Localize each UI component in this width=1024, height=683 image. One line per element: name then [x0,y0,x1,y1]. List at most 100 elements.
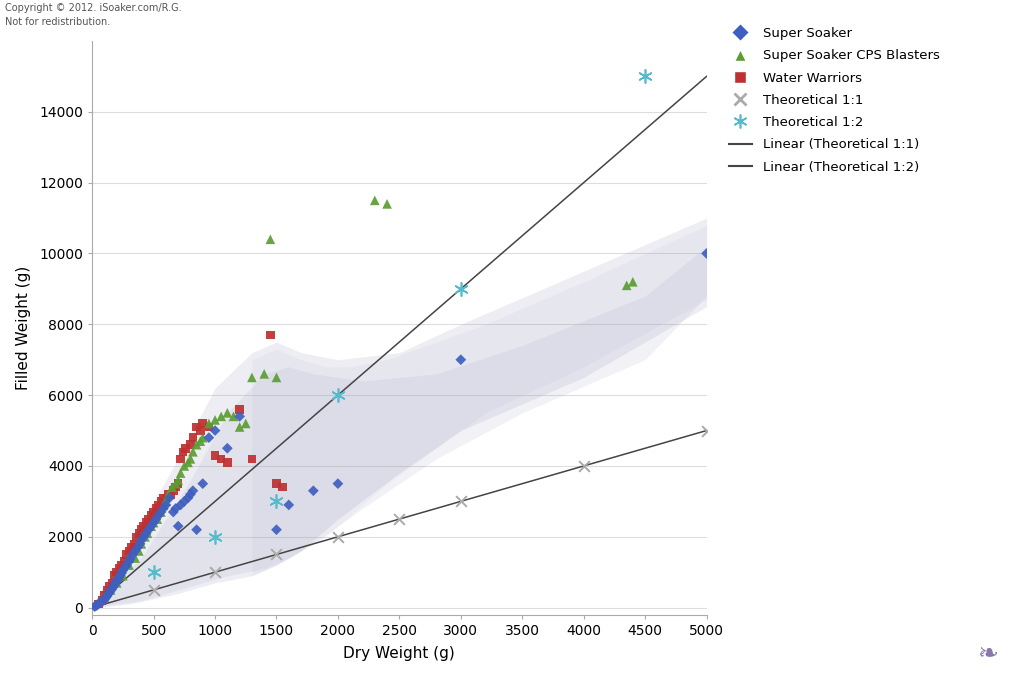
Point [96,591,113,602]
Point [176,460,193,471]
Point [213,454,229,464]
Point [114,568,130,579]
Point [135,531,152,542]
Point [101,587,118,598]
Legend: Super Soaker, Super Soaker CPS Blasters, Water Warriors, Theoretical 1:1, Theore: Super Soaker, Super Soaker CPS Blasters,… [728,27,940,173]
Point [129,542,145,553]
Point [188,439,205,450]
Point [135,520,152,531]
Point [108,577,124,588]
Point [103,577,120,588]
Point [698,248,715,259]
Point [97,592,114,603]
Point [160,489,176,500]
Point [103,584,120,595]
Point [176,496,193,507]
Point [164,482,180,492]
Point [89,600,105,611]
X-axis label: Dry Weight (g): Dry Weight (g) [343,646,456,661]
Point [575,460,592,471]
Point [170,520,186,531]
Point [170,478,186,489]
Point [102,585,119,596]
Point [86,601,102,612]
Point [207,415,223,426]
Point [153,507,169,518]
Point [95,595,112,606]
Point [138,517,155,528]
Point [182,454,199,464]
Text: ❧: ❧ [977,642,998,666]
Point [150,514,166,525]
Point [158,496,174,507]
Point [168,482,184,492]
Point [106,580,123,591]
Point [618,280,635,291]
Point [207,567,223,578]
Point [180,457,197,468]
Point [180,492,197,503]
Point [115,570,131,581]
Text: Copyright © 2012. iSoaker.com/R.G.
Not for redistribution.: Copyright © 2012. iSoaker.com/R.G. Not f… [5,3,181,27]
Point [184,486,201,497]
Point [94,596,111,607]
Point [188,421,205,432]
Point [147,503,164,514]
Point [122,553,138,564]
Point [133,538,150,549]
Point [158,499,174,510]
Point [168,478,184,489]
Point [219,443,236,454]
Point [104,582,121,593]
Point [156,499,172,510]
Point [114,559,130,570]
Point [153,507,169,518]
Point [92,597,109,608]
Point [145,567,162,578]
Point [201,418,217,429]
Point [193,436,209,447]
Point [117,561,133,572]
Point [330,478,346,489]
Point [330,390,346,401]
Point [125,549,141,560]
Y-axis label: Filled Weight (g): Filled Weight (g) [16,266,31,390]
Point [121,559,137,570]
Point [113,570,129,581]
Point [177,443,194,454]
Point [156,503,172,514]
Point [140,525,157,535]
Point [213,411,229,422]
Point [139,528,156,539]
Point [151,499,167,510]
Point [268,496,285,507]
Point [133,525,150,535]
Point [121,556,137,567]
Point [131,528,147,539]
Point [274,482,291,492]
Point [101,581,118,592]
Point [127,553,143,563]
Point [195,418,211,429]
Point [133,535,150,546]
Point [172,468,188,479]
Point [637,71,653,82]
Point [147,514,164,525]
Point [109,576,125,587]
Point [123,542,139,553]
Point [115,565,131,576]
Point [121,546,137,557]
Point [244,454,260,464]
Point [238,418,254,429]
Point [379,199,395,210]
Point [128,531,144,542]
Point [281,499,297,510]
Point [453,496,469,507]
Point [88,600,104,611]
Point [109,567,125,578]
Point [262,329,279,340]
Point [172,499,188,510]
Point [168,503,184,514]
Point [119,559,135,570]
Point [90,598,106,609]
